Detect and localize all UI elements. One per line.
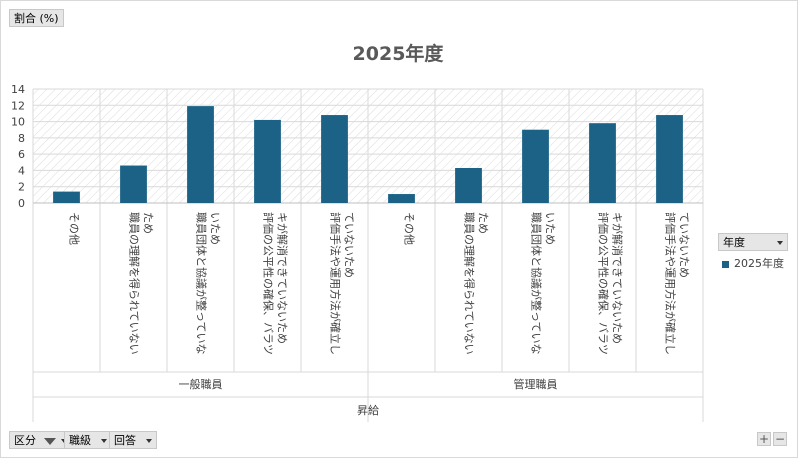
y-tick-label: 2 [18, 181, 25, 194]
category-label: 職員団体と協議が整っていな いため [530, 212, 557, 354]
category-label-line: 評価の公平性の確保、バラツ [597, 212, 611, 355]
dropdown-arrow-icon [777, 241, 783, 245]
y-tick-label: 10 [11, 116, 25, 129]
chart-title: 2025年度 [353, 42, 445, 65]
category-label-line: ため [477, 212, 490, 234]
y-tick-label: 8 [18, 132, 25, 145]
legend-field-button[interactable]: 年度 [718, 233, 788, 251]
category-label-line: いため [209, 212, 222, 245]
category-label: 評価手法や運用方法が確立し ていないため [329, 212, 356, 355]
bar [53, 191, 80, 203]
category-label-line: 評価の公平性の確保、バラツ [262, 212, 276, 355]
shokkyu-field-label: 職級 [69, 434, 91, 447]
bar [321, 115, 348, 203]
zoom-in-button[interactable]: + [757, 432, 771, 446]
category-label: 評価手法や運用方法が確立し ていないため [664, 212, 691, 355]
category-label-line: 職員団体と協議が整っていな [530, 212, 544, 354]
bar [455, 167, 482, 203]
category-label: 職員の理解を得られていない ため [463, 212, 490, 355]
category-label: 評価の公平性の確保、バラツ キが解消できていないため [597, 212, 625, 355]
bar [254, 119, 281, 203]
category-label-line: 評価手法や運用方法が確立し [329, 212, 343, 355]
bar [589, 123, 616, 203]
category-label: 職員団体と協議が整っていな いため [195, 212, 222, 354]
kaito-field-button[interactable]: 回答 [109, 431, 157, 449]
category-label-line: ため [142, 212, 155, 234]
category-label-line: 職員団体と協議が整っていな [195, 212, 209, 354]
category-label: 職員の理解を得られていない ため [128, 212, 155, 355]
kaito-field-label: 回答 [114, 434, 136, 447]
category-label-line: キが解消できていないため [611, 212, 625, 344]
value-field-button[interactable]: 割合 (%) [9, 9, 64, 27]
y-tick-label: 6 [18, 148, 25, 161]
legend-swatch [722, 260, 729, 268]
outer-category-label: 昇給 [357, 403, 379, 417]
legend-entry-label: 2025年度 [734, 257, 784, 270]
group-label: 一般職員 [179, 378, 223, 391]
category-label: その他 [68, 212, 81, 245]
legend-field-label: 年度 [723, 236, 745, 249]
y-tick-label: 0 [18, 197, 25, 210]
bar [388, 194, 415, 203]
dropdown-arrow-icon [100, 439, 107, 443]
zoom-out-button[interactable]: − [773, 432, 787, 446]
bar [120, 165, 147, 203]
category-label-line: その他 [68, 212, 81, 245]
category-label-line: 職員の理解を得られていない [128, 212, 142, 355]
group-label: 管理職員 [514, 377, 558, 391]
y-tick-label: 4 [18, 164, 25, 177]
y-tick-label: 14 [11, 83, 25, 96]
y-tick-label: 12 [11, 99, 25, 112]
bar [656, 115, 683, 203]
legend-entry: 2025年度 [722, 255, 784, 271]
filter-icon [43, 437, 56, 445]
category-label: 評価の公平性の確保、バラツ キが解消できていないため [262, 212, 290, 355]
category-label-line: ていないため [343, 212, 356, 278]
category-label-line: キが解消できていないため [276, 212, 290, 344]
dropdown-arrow-icon [145, 439, 152, 443]
kubun-field-label: 区分 [14, 434, 36, 447]
value-field-label: 割合 (%) [14, 12, 59, 25]
category-label-line: その他 [403, 212, 416, 245]
category-label-line: 職員の理解を得られていない [463, 212, 477, 355]
shokkyu-field-button[interactable]: 職級 [64, 431, 112, 449]
category-label-line: いため [544, 212, 557, 245]
category-label: その他 [403, 212, 416, 245]
bar [522, 129, 549, 203]
category-label-line: ていないため [678, 212, 691, 278]
bar [187, 106, 214, 203]
category-label-line: 評価手法や運用方法が確立し [664, 212, 678, 355]
kubun-field-button[interactable]: 区分 [9, 431, 72, 449]
